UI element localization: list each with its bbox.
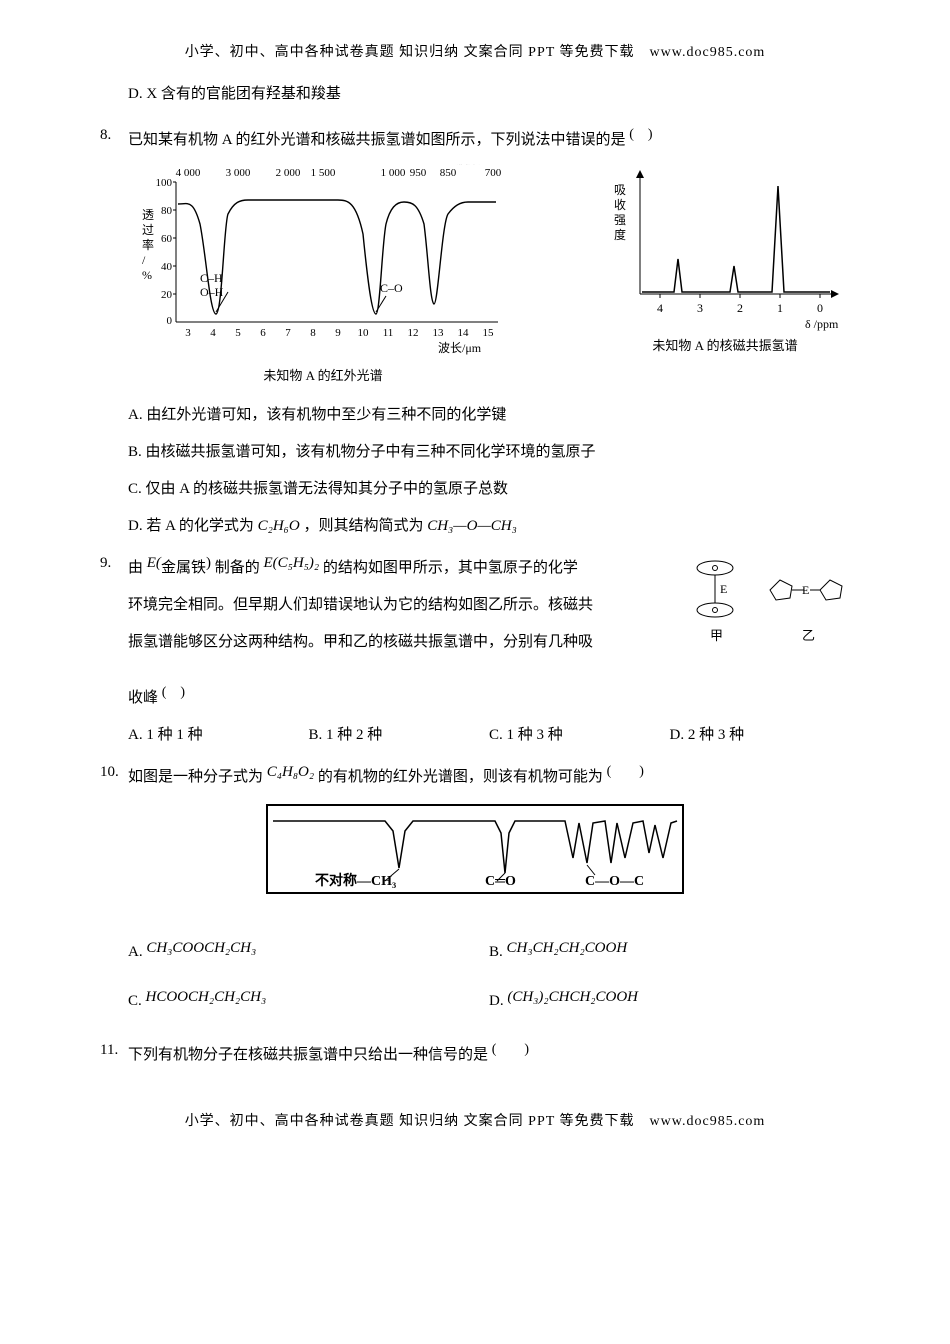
q9-choice-a: A. 1 种 1 种 xyxy=(128,722,309,749)
wl-tick: 7 xyxy=(285,327,291,339)
wn-tick: 4 000 xyxy=(176,167,201,179)
q9-choice-b: B. 1 种 2 种 xyxy=(309,722,490,749)
svg-text:吸: 吸 xyxy=(614,183,626,197)
q9-number: 9. xyxy=(100,550,128,577)
wn-tick: 1 000 xyxy=(381,167,406,179)
svg-text:过: 过 xyxy=(142,223,154,237)
nmr-xlabel: δ /ppm xyxy=(805,317,839,331)
wl-tick: 8 xyxy=(310,327,316,339)
nmr-xtick: 3 xyxy=(697,301,703,315)
q11-number: 11. xyxy=(100,1037,128,1064)
q9-line4: 收峰 ( ) xyxy=(128,680,850,712)
q8-choice-a: A. 由红外光谱可知，该有机物中至少有三种不同的化学键 xyxy=(128,402,850,429)
wl-tick: 15 xyxy=(483,327,495,339)
q10-choices-row1: A. CH₃COOCH₂CH₃ B. CH₃CH₂CH₂COOH xyxy=(128,935,850,966)
wn-tick: 2 000 xyxy=(276,167,301,179)
q9-choice-d: D. 2 种 3 种 xyxy=(670,722,851,749)
page-footer: 小学、初中、高中各种试卷真题 知识归纳 文案合同 PPT 等免费下载 www.d… xyxy=(100,1109,850,1134)
annot-co: C–O xyxy=(380,281,403,295)
question-10: 10. 如图是一种分子式为 C₄H₈O₂ 的有机物的红外光谱图，则该有机物可能为… xyxy=(100,759,850,791)
wn-tick: 700 xyxy=(485,167,502,179)
q9-figure: E 甲 E 乙 xyxy=(680,550,850,660)
wl-tick: 9 xyxy=(335,327,341,339)
svg-text:率: 率 xyxy=(142,237,154,252)
nmr-xtick: 0 xyxy=(817,301,823,315)
q8-choice-d: D. 若 A 的化学式为 C₂H₆O ，则其结构简式为 CH₃—O—CH₃ xyxy=(128,513,850,540)
wl-tick: 3 xyxy=(185,327,191,339)
q10-choice-b: B. CH₃CH₂CH₂COOH xyxy=(489,935,850,966)
wl-tick: 13 xyxy=(433,327,445,339)
nmr-trace xyxy=(642,186,830,292)
svg-text:强: 强 xyxy=(614,213,626,227)
wn-tick: 3 000 xyxy=(226,167,251,179)
wn-tick: 1 500 xyxy=(311,167,336,179)
annot-oh: O–H xyxy=(200,285,224,299)
label-asym-ch3: 不对称—CH₃ xyxy=(315,872,396,889)
nmr-xtick: 1 xyxy=(777,301,783,315)
q8-nmr-figure: 吸 收 强 度 4 3 2 1 0 δ /ppm 未知物 A 的核磁共振氢谱 xyxy=(600,164,850,357)
q10-choice-c: C. HCOOCH₂CH₂CH₃ xyxy=(128,984,489,1015)
q9-line2: 环境完全相同。但早期人们却错误地认为它的结构如图乙所示。核磁共 xyxy=(128,592,670,619)
label-coc: C—O—C xyxy=(585,874,644,889)
y-tick: 80 xyxy=(161,205,173,217)
svg-text:收: 收 xyxy=(614,198,626,212)
wl-tick: 5 xyxy=(235,327,241,339)
ir-curve xyxy=(178,200,496,314)
label-co-double: C═O xyxy=(485,874,516,889)
question-8: 8. 已知某有机物 A 的红外光谱和核磁共振氢谱如图所示，下列说法中错误的是 (… xyxy=(100,122,850,154)
q9-choices: A. 1 种 1 种 B. 1 种 2 种 C. 1 种 3 种 D. 2 种 … xyxy=(128,722,850,749)
svg-text:度: 度 xyxy=(614,227,626,242)
y-tick: 20 xyxy=(161,289,173,301)
ir-y-label: 透 xyxy=(142,208,154,222)
wl-tick: 12 xyxy=(408,327,419,339)
wn-axis-label: 波数/cm⁻¹ xyxy=(456,164,508,166)
q8-number: 8. xyxy=(100,122,128,149)
q9-choice-c: C. 1 种 3 种 xyxy=(489,722,670,749)
question-9: 9. 由 E(金属铁) 制备的 E(C₅H₅)₂ 的结构如图甲所示，其中氢原子的… xyxy=(100,550,850,670)
q10-trace xyxy=(273,821,677,873)
y-tick: 60 xyxy=(161,233,173,245)
y-tick: 100 xyxy=(156,177,173,189)
svg-text:E: E xyxy=(802,583,809,597)
y-tick: 40 xyxy=(161,261,173,273)
prev-option-d: D. X 含有的官能团有羟基和羧基 xyxy=(128,81,850,108)
q8-paren: ( ) xyxy=(629,127,652,142)
q8-stem: 已知某有机物 A 的红外光谱和核磁共振氢谱如图所示，下列说法中错误的是 xyxy=(128,132,626,148)
q9-line1: 由 E(金属铁) 制备的 E(C₅H₅)₂ 的结构如图甲所示，其中氢原子的化学 xyxy=(128,550,670,582)
svg-text:甲: 甲 xyxy=(710,628,723,643)
svg-text:%: % xyxy=(142,268,152,282)
wl-label: 波长/μm xyxy=(438,341,482,355)
q10-number: 10. xyxy=(100,759,128,786)
question-11: 11. 下列有机物分子在核磁共振氢谱中只给出一种信号的是 ( ) xyxy=(100,1037,850,1069)
svg-text:乙: 乙 xyxy=(802,628,815,643)
ir-title: 未知物 A 的红外光谱 xyxy=(263,364,382,387)
page-header: 小学、初中、高中各种试卷真题 知识归纳 文案合同 PPT 等免费下载 www.d… xyxy=(100,40,850,65)
nmr-xtick: 2 xyxy=(737,301,743,315)
nmr-title: 未知物 A 的核磁共振氢谱 xyxy=(652,334,797,357)
q10-choices-row2: C. HCOOCH₂CH₂CH₃ D. (CH₃)₂CHCH₂COOH xyxy=(128,984,850,1015)
svg-text:E: E xyxy=(720,582,727,596)
q10-choice-a: A. CH₃COOCH₂CH₃ xyxy=(128,935,489,966)
y-tick: 0 xyxy=(167,315,173,327)
wl-tick: 11 xyxy=(383,327,394,339)
q10-choice-d: D. (CH₃)₂CHCH₂COOH xyxy=(489,984,850,1015)
wn-tick: 850 xyxy=(440,167,457,179)
svg-text:/: / xyxy=(142,253,146,267)
q8-choice-c: C. 仅由 A 的核磁共振氢谱无法得知其分子中的氢原子总数 xyxy=(128,476,850,503)
wl-tick: 4 xyxy=(210,327,216,339)
wl-tick: 10 xyxy=(358,327,370,339)
wn-tick: 950 xyxy=(410,167,427,179)
q9-line3: 振氢谱能够区分这两种结构。甲和乙的核磁共振氢谱中，分别有几种吸 xyxy=(128,629,670,656)
annot-ch: C–H xyxy=(200,271,223,285)
q8-ir-figure: 4 000 3 000 2 000 1 500 1 000 950 850 70… xyxy=(128,164,518,387)
wl-tick: 14 xyxy=(458,327,470,339)
wl-tick: 6 xyxy=(260,327,266,339)
nmr-xtick: 4 xyxy=(657,301,663,315)
q8-choice-b: B. 由核磁共振氢谱可知，该有机物分子中有三种不同化学环境的氢原子 xyxy=(128,439,850,466)
q10-ir-figure: 不对称—CH₃ C═O C—O—C xyxy=(265,803,685,913)
